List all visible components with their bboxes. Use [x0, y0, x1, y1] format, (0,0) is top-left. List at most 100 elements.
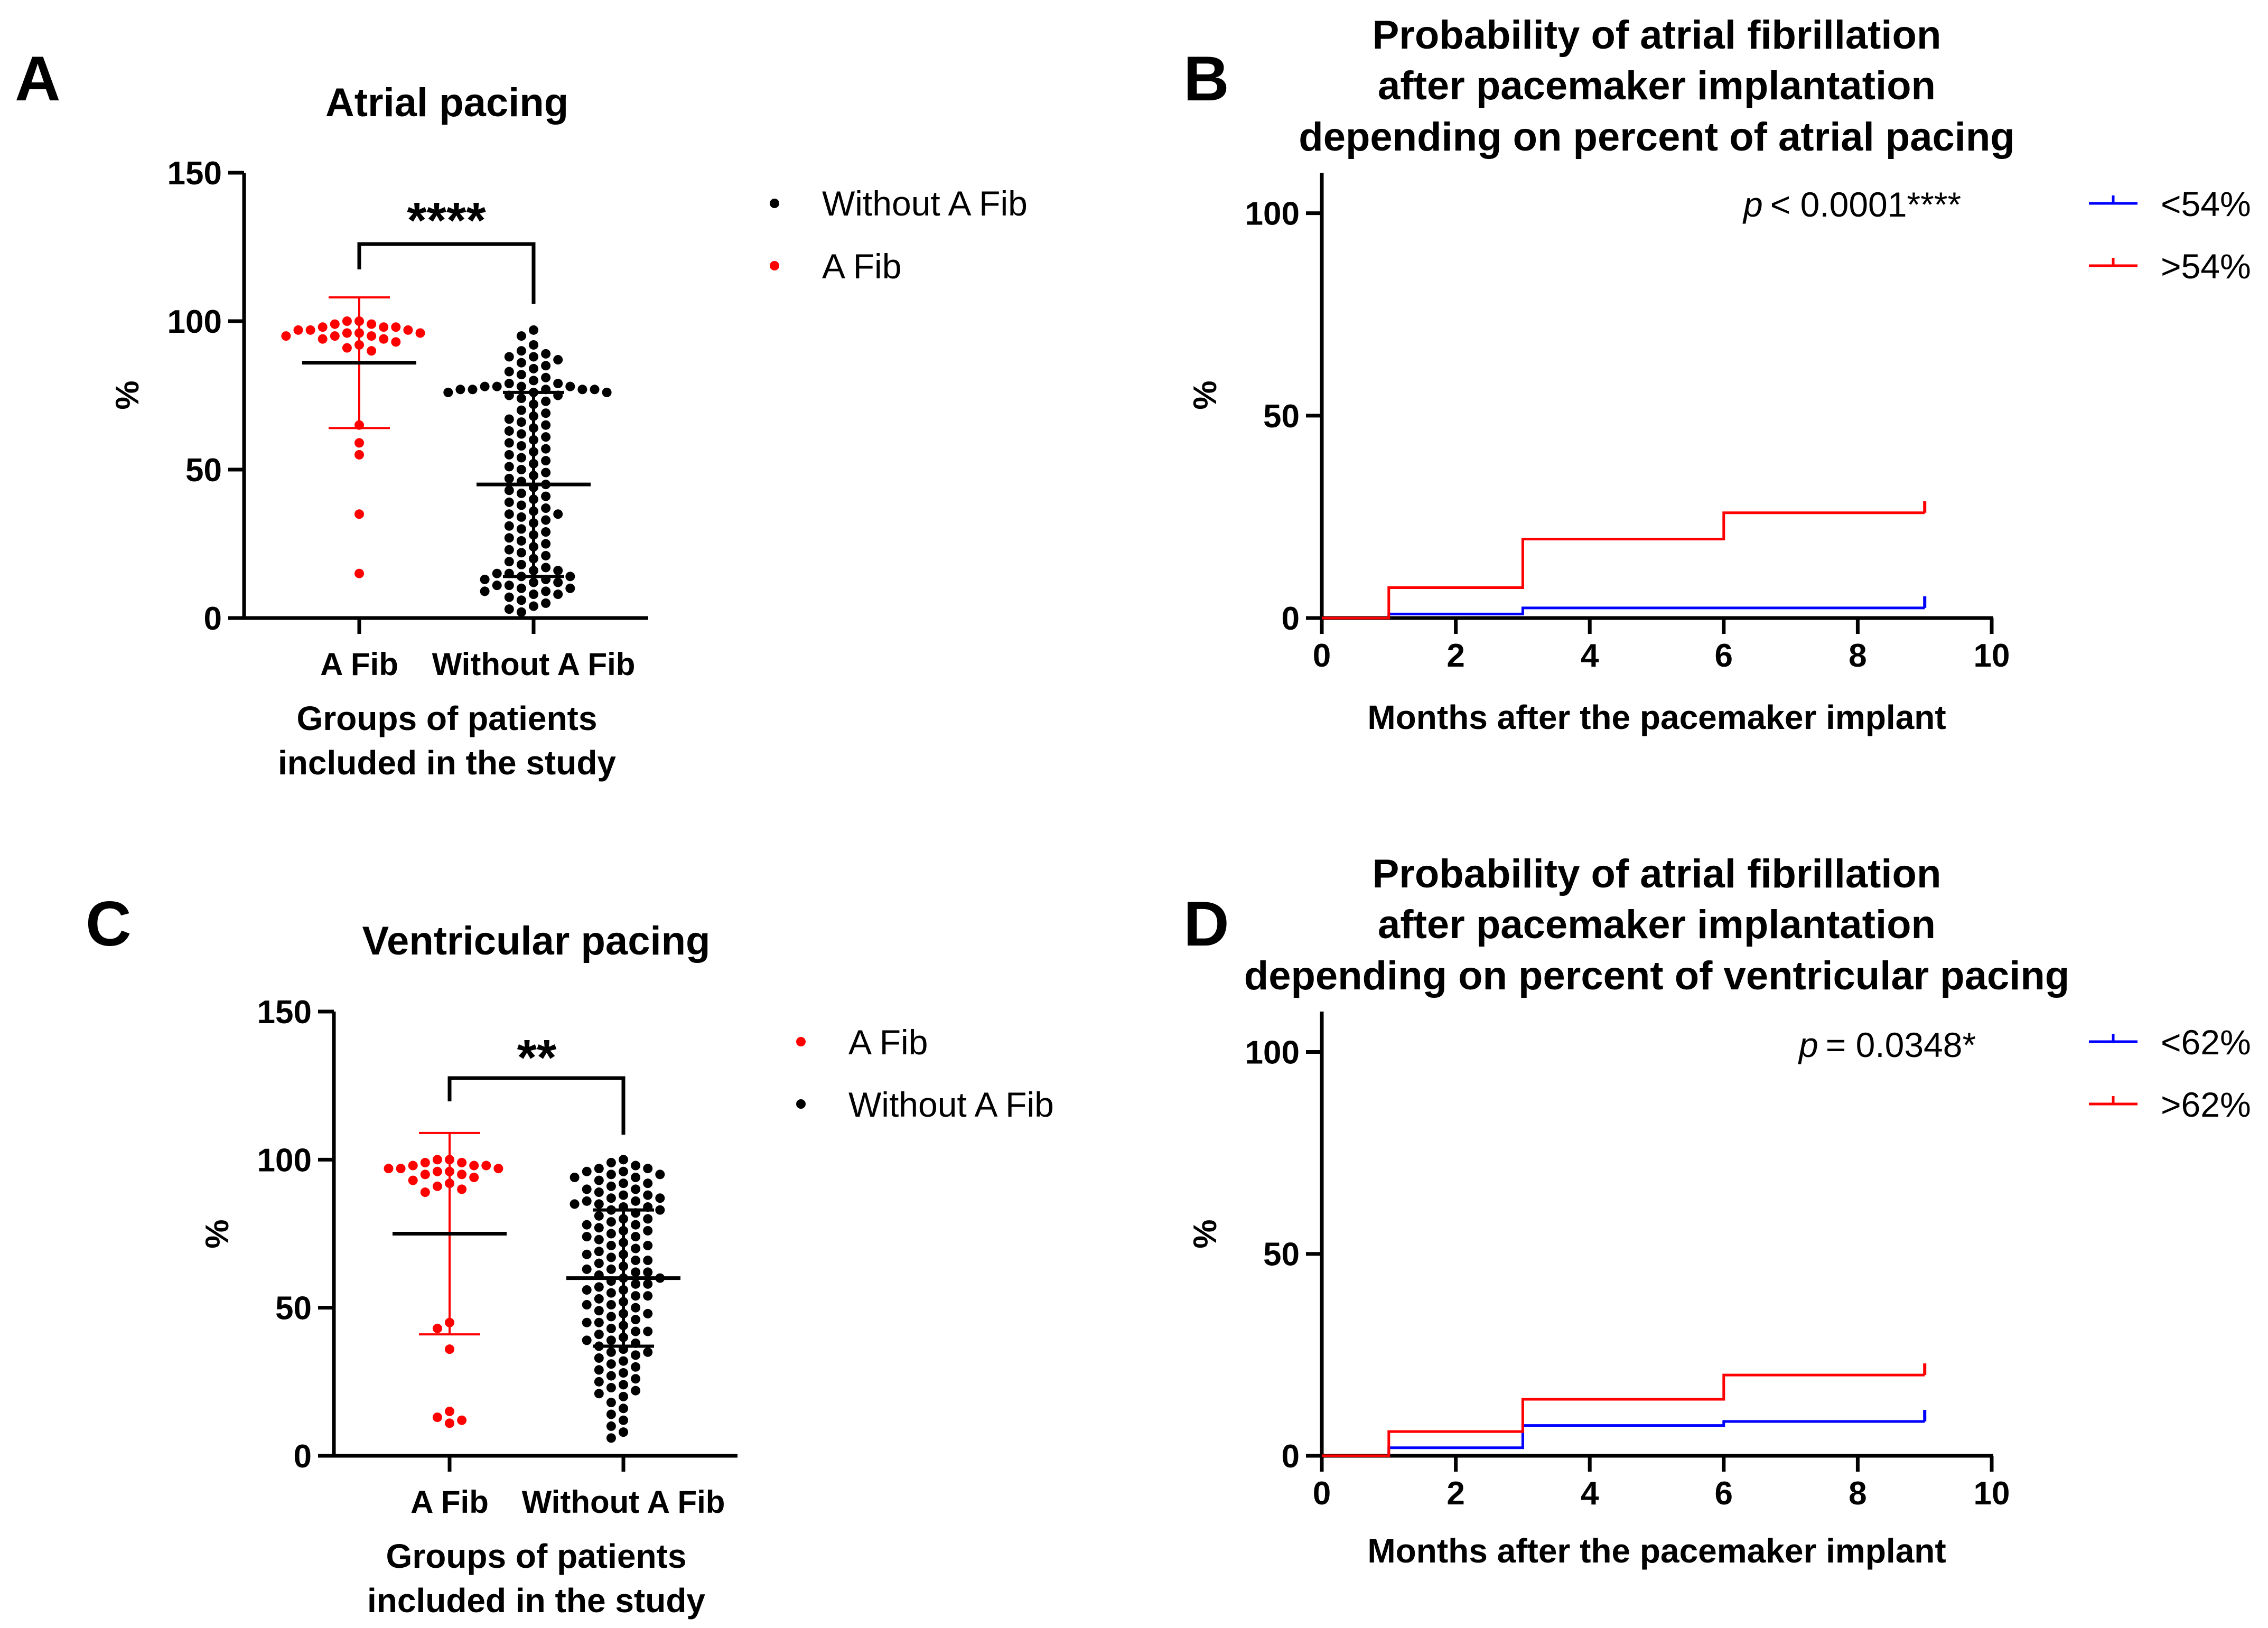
y-axis-label: %: [109, 380, 146, 409]
without-afib-point: [643, 1279, 653, 1289]
y-tick-label: 0: [1282, 1438, 1300, 1475]
y-tick-label: 50: [1263, 1237, 1300, 1273]
without-afib-point: [631, 1255, 641, 1265]
without-afib-point: [619, 1190, 628, 1200]
km-curve-high: [1322, 1373, 1925, 1457]
afib-point: [420, 1157, 430, 1167]
without-afib-point: [529, 577, 538, 587]
without-afib-point: [516, 417, 526, 427]
without-afib-point: [606, 1300, 616, 1310]
without-afib-point: [606, 1421, 616, 1431]
without-afib-point: [565, 381, 575, 391]
without-afib-point: [619, 1166, 628, 1176]
y-tick-label: 100: [167, 304, 222, 340]
x-axis-label: Months after the pacemaker implant: [1367, 698, 1946, 736]
panel-letter: A: [15, 43, 61, 114]
without-afib-point: [594, 1223, 604, 1233]
without-afib-point: [504, 438, 514, 448]
afib-point: [481, 1161, 491, 1171]
legend-label: Without A Fib: [848, 1085, 1054, 1124]
without-afib-point: [480, 586, 490, 596]
afib-point: [445, 1344, 454, 1354]
legend-label: <54%: [2161, 184, 2251, 223]
afib-point: [391, 337, 401, 347]
p-symbol: p: [1742, 185, 1763, 224]
without-afib-point: [541, 527, 551, 537]
without-afib-point: [504, 557, 514, 567]
without-afib-point: [594, 1258, 604, 1268]
panel-b: B Probability of atrial fibrillation aft…: [1183, 13, 2251, 736]
without-afib-point: [582, 1196, 592, 1206]
panel-letter: C: [86, 888, 132, 959]
y-ticks: 0 50 100 150: [257, 994, 334, 1475]
afib-point: [281, 331, 291, 341]
x-axis-label-line: Groups of patients: [386, 1537, 687, 1575]
x-tick-label: 0: [1313, 638, 1331, 674]
afib-point: [354, 438, 364, 448]
without-afib-point: [643, 1347, 653, 1357]
without-afib-point: [529, 601, 538, 611]
without-afib-point: [631, 1232, 641, 1242]
without-afib-point: [504, 509, 514, 519]
without-afib-point: [516, 394, 526, 404]
without-afib-point: [504, 450, 514, 460]
without-afib-point: [516, 381, 526, 391]
without-afib-point: [541, 408, 551, 418]
afib-point: [367, 319, 377, 329]
without-afib-point: [602, 387, 612, 397]
without-afib-point: [504, 545, 514, 555]
without-afib-point: [606, 1169, 616, 1180]
afib-point: [354, 509, 364, 519]
without-afib-point: [594, 1164, 604, 1174]
without-afib-point: [606, 1288, 616, 1298]
without-afib-point: [619, 1404, 628, 1414]
without-afib-point: [582, 1317, 592, 1327]
without-afib-point: [516, 358, 526, 368]
p-value: = 0.0348*: [1826, 1025, 1976, 1064]
without-afib-point: [582, 1249, 592, 1259]
afib-point: [367, 346, 377, 356]
without-afib-point: [606, 1252, 616, 1262]
y-tick-label: 150: [167, 155, 222, 192]
without-afib-point: [594, 1317, 604, 1327]
without-afib-point: [504, 379, 514, 389]
legend-label: <62%: [2161, 1023, 2251, 1062]
afib-point: [396, 1164, 406, 1174]
legend-label: Without A Fib: [822, 184, 1028, 223]
y-tick-label: 0: [204, 601, 222, 637]
x-tick-label: 0: [1313, 1475, 1331, 1512]
without-afib-point: [594, 1175, 604, 1185]
without-afib-point: [541, 563, 551, 573]
without-afib-point: [631, 1220, 641, 1230]
panel-letter: D: [1183, 888, 1229, 959]
without-afib-point: [541, 444, 551, 454]
afib-point: [318, 334, 328, 344]
without-afib-point: [541, 515, 551, 525]
y-ticks: 0 50 100: [1245, 1034, 1322, 1475]
afib-point: [420, 1187, 430, 1197]
without-afib-point: [619, 1380, 628, 1390]
chart-title-line: after pacemaker implantation: [1378, 902, 1936, 947]
without-afib-point: [516, 536, 526, 546]
x-ticks: 0 2 4 6 8 10: [1313, 1456, 2010, 1512]
afib-point: [420, 1169, 430, 1180]
without-afib-point: [643, 1255, 653, 1265]
x-tick-label: 10: [1974, 638, 2010, 674]
without-afib-point: [643, 1190, 653, 1200]
afib-point: [403, 325, 413, 335]
afib-point: [457, 1169, 467, 1180]
afib-point: [354, 450, 364, 460]
x-ticks: [357, 618, 536, 634]
without-afib-point: [480, 574, 490, 584]
x-tick-label: 4: [1581, 1475, 1599, 1512]
without-afib-point: [606, 1359, 616, 1369]
y-tick-label: 100: [1245, 1034, 1300, 1071]
without-afib-point: [631, 1374, 641, 1384]
legend-marker: [796, 1099, 806, 1109]
afib-point: [493, 1164, 503, 1174]
afib-point: [330, 319, 340, 329]
x-ticks: 0 2 4 6 8 10: [1313, 618, 2010, 674]
y-tick-label: 50: [185, 452, 222, 489]
without-afib-point: [541, 372, 551, 382]
chart-title-line: Probability of atrial fibrillation: [1373, 852, 1942, 896]
